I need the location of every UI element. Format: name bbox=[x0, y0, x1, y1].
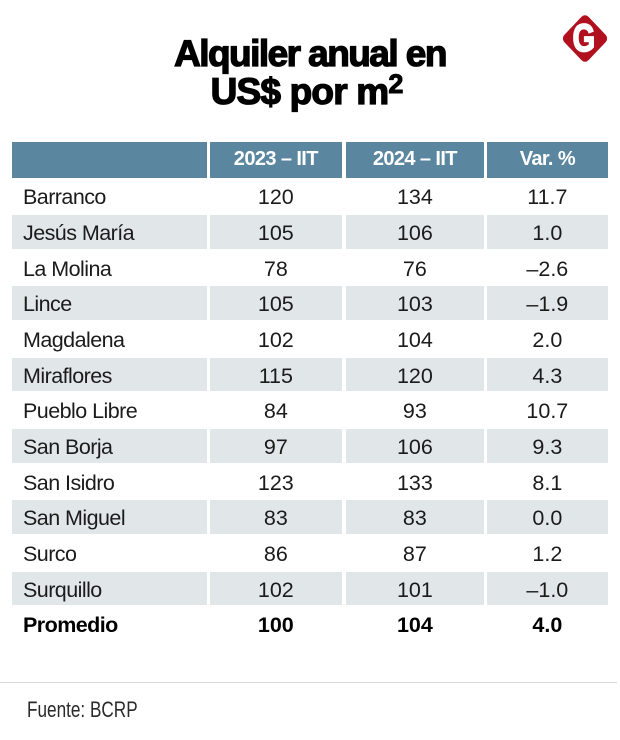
svg-text:G: G bbox=[573, 17, 595, 60]
